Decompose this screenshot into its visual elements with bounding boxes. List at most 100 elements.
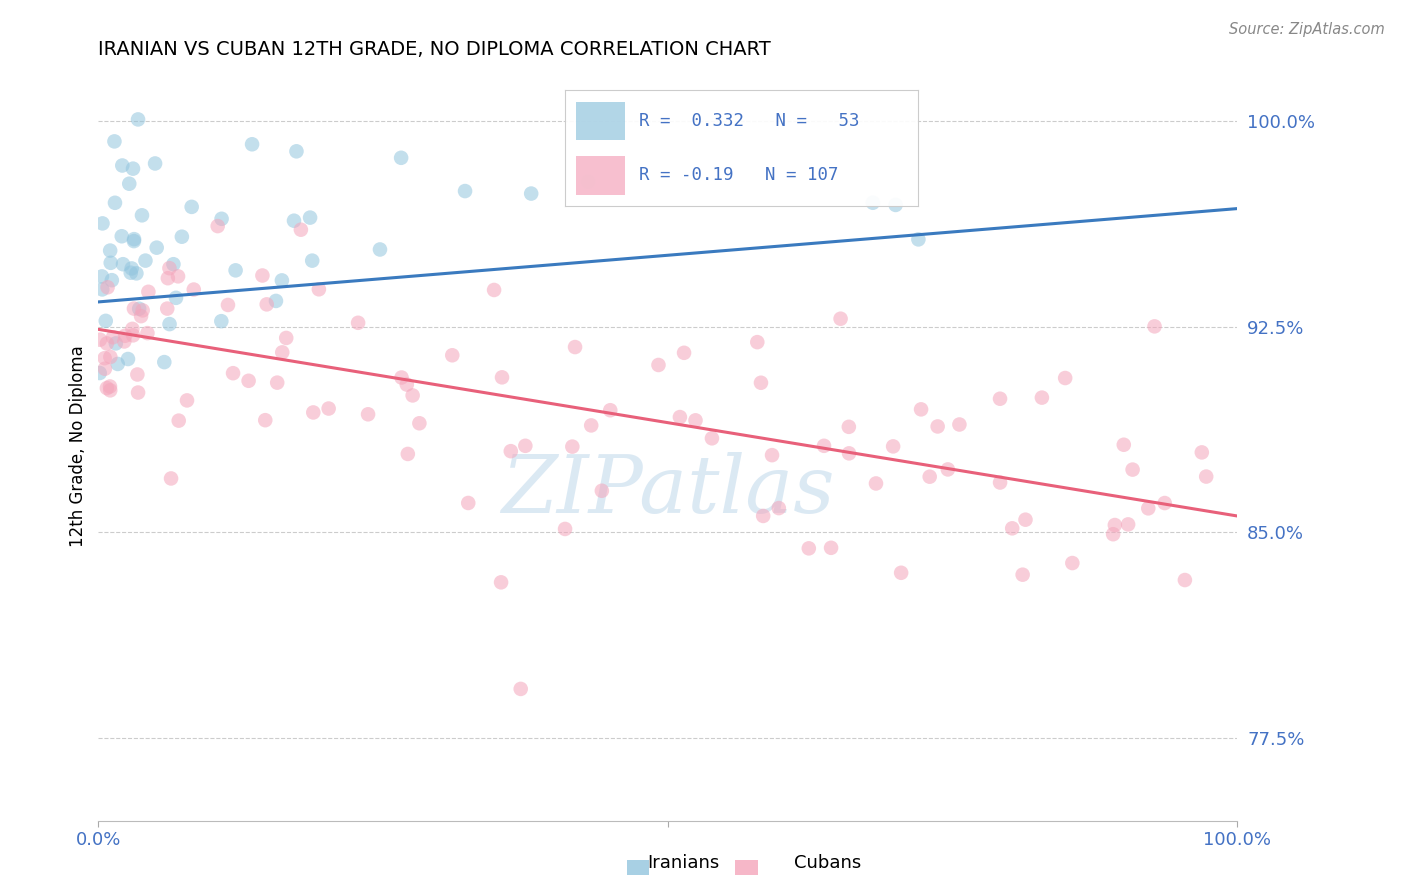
Point xyxy=(1014,513,1036,527)
Point xyxy=(96,336,118,351)
Point xyxy=(1195,469,1218,483)
Point xyxy=(90,269,112,284)
Point xyxy=(669,410,692,425)
Point xyxy=(114,328,136,343)
Point xyxy=(101,273,124,287)
Point xyxy=(918,469,941,483)
Point xyxy=(122,161,145,176)
Point xyxy=(1104,518,1126,533)
Point xyxy=(254,413,277,427)
Text: Cubans: Cubans xyxy=(794,855,862,872)
Point xyxy=(222,366,245,380)
Point xyxy=(127,112,149,127)
Point xyxy=(117,351,139,366)
Point xyxy=(104,336,127,351)
Point xyxy=(211,211,233,226)
Point xyxy=(907,232,929,246)
Point xyxy=(515,439,537,453)
Point xyxy=(884,198,907,212)
Point xyxy=(264,293,287,308)
Bar xyxy=(627,860,650,875)
Point xyxy=(94,314,117,328)
Point xyxy=(673,346,696,360)
Point xyxy=(768,501,790,516)
Point xyxy=(165,291,187,305)
Point xyxy=(1001,521,1024,535)
Point xyxy=(122,234,145,248)
Point xyxy=(134,253,156,268)
Point xyxy=(599,403,621,417)
Point xyxy=(270,273,292,287)
Point xyxy=(285,145,308,159)
Point xyxy=(107,357,129,371)
Point xyxy=(121,261,143,276)
Point xyxy=(389,151,412,165)
Point xyxy=(910,402,932,417)
Point xyxy=(441,348,464,362)
Point xyxy=(183,283,205,297)
Point xyxy=(266,376,288,390)
Point xyxy=(129,309,152,323)
Point xyxy=(170,229,193,244)
Point xyxy=(138,285,160,299)
Point xyxy=(1011,567,1033,582)
Point xyxy=(357,407,380,421)
Point xyxy=(347,316,370,330)
Point xyxy=(890,566,912,580)
Point xyxy=(988,392,1011,406)
Point xyxy=(240,137,263,152)
Point xyxy=(509,681,531,696)
Point xyxy=(838,446,860,460)
Point xyxy=(118,177,141,191)
Point xyxy=(1137,501,1160,516)
Point xyxy=(396,447,419,461)
Point xyxy=(491,370,513,384)
Point xyxy=(93,351,115,366)
Point xyxy=(127,368,149,382)
Point xyxy=(1116,517,1139,532)
Point xyxy=(153,355,176,369)
Point xyxy=(482,283,505,297)
Y-axis label: 12th Grade, No Diploma: 12th Grade, No Diploma xyxy=(69,345,87,547)
Point xyxy=(752,508,775,523)
Point xyxy=(301,253,323,268)
Point xyxy=(122,232,145,246)
Bar xyxy=(735,860,758,875)
Point xyxy=(156,271,179,285)
Point xyxy=(156,301,179,316)
Point xyxy=(1143,319,1166,334)
Text: ZIPatlas: ZIPatlas xyxy=(501,452,835,530)
Point xyxy=(1122,462,1144,476)
Point xyxy=(1054,371,1077,385)
Point xyxy=(1102,527,1125,541)
Text: Source: ZipAtlas.com: Source: ZipAtlas.com xyxy=(1229,22,1385,37)
Point xyxy=(127,385,149,400)
Point xyxy=(225,263,247,277)
Point xyxy=(159,317,181,331)
Point xyxy=(395,377,418,392)
Point xyxy=(554,522,576,536)
Text: IRANIAN VS CUBAN 12TH GRADE, NO DIPLOMA CORRELATION CHART: IRANIAN VS CUBAN 12TH GRADE, NO DIPLOMA … xyxy=(98,39,770,59)
Point xyxy=(391,370,413,384)
Point xyxy=(564,340,586,354)
Point xyxy=(91,282,114,296)
Point xyxy=(308,282,330,296)
Point xyxy=(238,374,260,388)
Point xyxy=(159,261,181,276)
Point xyxy=(162,257,184,271)
Point xyxy=(813,439,835,453)
Point xyxy=(100,256,122,270)
Point xyxy=(318,401,340,416)
Point xyxy=(91,216,114,230)
Point xyxy=(136,326,159,340)
Point xyxy=(125,266,148,280)
Point xyxy=(128,301,150,316)
Point xyxy=(94,361,117,376)
Point xyxy=(101,330,124,344)
Point xyxy=(176,393,198,408)
Point xyxy=(111,257,134,271)
Point xyxy=(489,575,512,590)
Point xyxy=(111,159,134,173)
Point xyxy=(591,483,613,498)
Point xyxy=(207,219,229,233)
